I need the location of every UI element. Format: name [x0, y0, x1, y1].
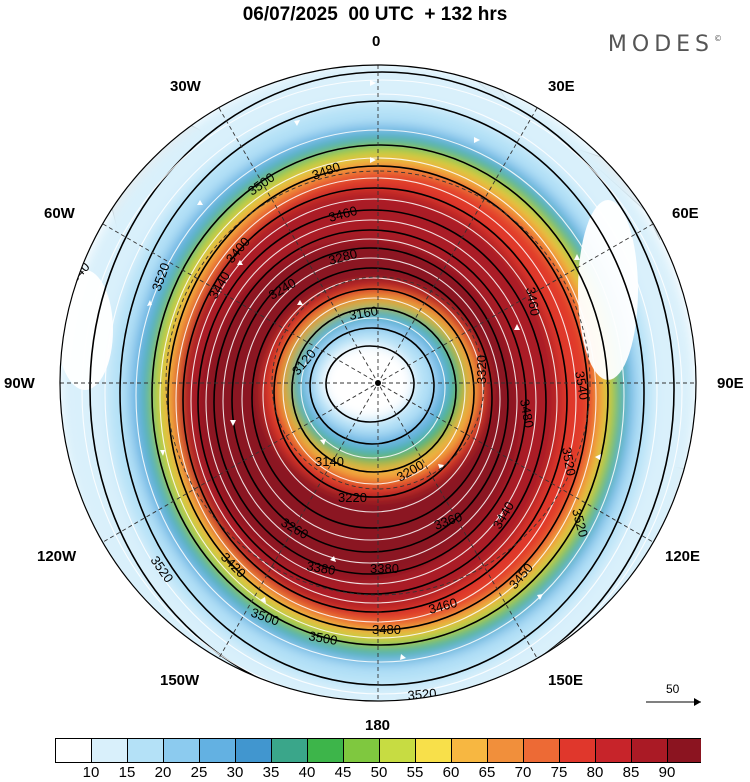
lon-label-150w: 150W [160, 672, 200, 689]
colorbar-tick-label: 35 [262, 764, 280, 781]
contour-label: 3140 [315, 454, 344, 469]
map-disk: 3520 3500 3480 3540 3520 3440 3460 3400 … [60, 65, 696, 703]
contour-label: 3540 [572, 370, 592, 401]
colorbar-tick-label: 25 [190, 764, 208, 781]
vector-scale-label: 50 [666, 682, 680, 696]
contour-label: 3460 [523, 286, 543, 317]
colorbar-tick-label: 80 [586, 764, 604, 781]
colorbar-swatch [55, 738, 92, 763]
brand-name: MODES [607, 32, 714, 57]
contour-label: 3380 [370, 561, 399, 576]
contour-label: 3500 [307, 628, 338, 648]
lon-label-180: 180 [365, 717, 391, 734]
contour-label: 3220 [338, 490, 367, 505]
colorbar-tick-label: 60 [442, 764, 460, 781]
map-title: 06/07/2025 00 UTC + 132 hrs [242, 4, 508, 25]
colorbar-tick-label: 50 [370, 764, 388, 781]
colorbar-swatch [91, 738, 128, 763]
contour-label: 3280 [327, 246, 359, 268]
colorbar-tick-label: 75 [550, 764, 568, 781]
colorbar-swatch [199, 738, 236, 763]
contour-label: 3460 [427, 595, 459, 617]
contour-label: 3520 [569, 507, 591, 539]
colorbar-swatch [487, 738, 524, 763]
vector-scale-arrow [646, 698, 701, 706]
contour-label: 3460 [327, 203, 359, 225]
contour-label: 3520 [407, 686, 437, 703]
lon-label-120w: 120W [37, 548, 77, 565]
contour-labels: 3520 3500 3480 3540 3520 3440 3460 3400 … [62, 72, 592, 703]
colorbar-tick-label: 20 [154, 764, 172, 781]
south-pole-marker [375, 380, 381, 386]
colorbar-swatch [595, 738, 632, 763]
lon-label-150e: 150E [548, 672, 584, 689]
colorbar-tick-label: 90 [658, 764, 676, 781]
colorbar-swatch [415, 738, 452, 763]
colorbar-swatch [379, 738, 416, 763]
lon-label-60e: 60E [672, 205, 699, 222]
colorbar-tick-label: 85 [622, 764, 640, 781]
contour-label: 3160 [348, 303, 379, 323]
colorbar-swatch [451, 738, 488, 763]
contour-label: 3480 [517, 398, 537, 429]
contour-label: 3480 [372, 622, 401, 637]
colorbar [55, 738, 701, 763]
lon-label-60w: 60W [44, 205, 75, 222]
colorbar-swatch [631, 738, 668, 763]
colorbar-swatch [667, 738, 701, 763]
colorbar-swatch [559, 738, 596, 763]
lon-label-90e: 90E [717, 375, 744, 392]
lon-label-0: 0 [372, 33, 381, 50]
colorbar-tick-label: 30 [226, 764, 244, 781]
brand-logo: MODES© [608, 32, 722, 57]
colorbar-swatch [163, 738, 200, 763]
colorbar-swatch [235, 738, 272, 763]
colorbar-tick-label: 45 [334, 764, 352, 781]
stream-arrows [147, 80, 601, 660]
colorbar-swatch [343, 738, 380, 763]
brand-mark: © [714, 34, 722, 43]
contour-label: 3520 [559, 446, 579, 477]
colorbar-tick-label: 40 [298, 764, 316, 781]
lon-label-30w: 30W [170, 78, 201, 95]
lon-label-30e: 30E [548, 78, 575, 95]
colorbar-tick-label: 70 [514, 764, 532, 781]
colorbar-tick-label: 65 [478, 764, 496, 781]
lon-label-120e: 120E [665, 548, 701, 565]
colorbar-swatch [271, 738, 308, 763]
colorbar-swatch [307, 738, 344, 763]
lon-label-90w: 90W [4, 375, 35, 392]
colorbar-tick-label: 10 [82, 764, 100, 781]
colorbar-swatch [523, 738, 560, 763]
contour-label: 3380 [305, 558, 336, 578]
colorbar-swatch [127, 738, 164, 763]
colorbar-tick-label: 15 [118, 764, 136, 781]
contour-label: 3320 [474, 355, 489, 384]
colorbar-tick-label: 55 [406, 764, 424, 781]
height-contours [89, 71, 675, 701]
